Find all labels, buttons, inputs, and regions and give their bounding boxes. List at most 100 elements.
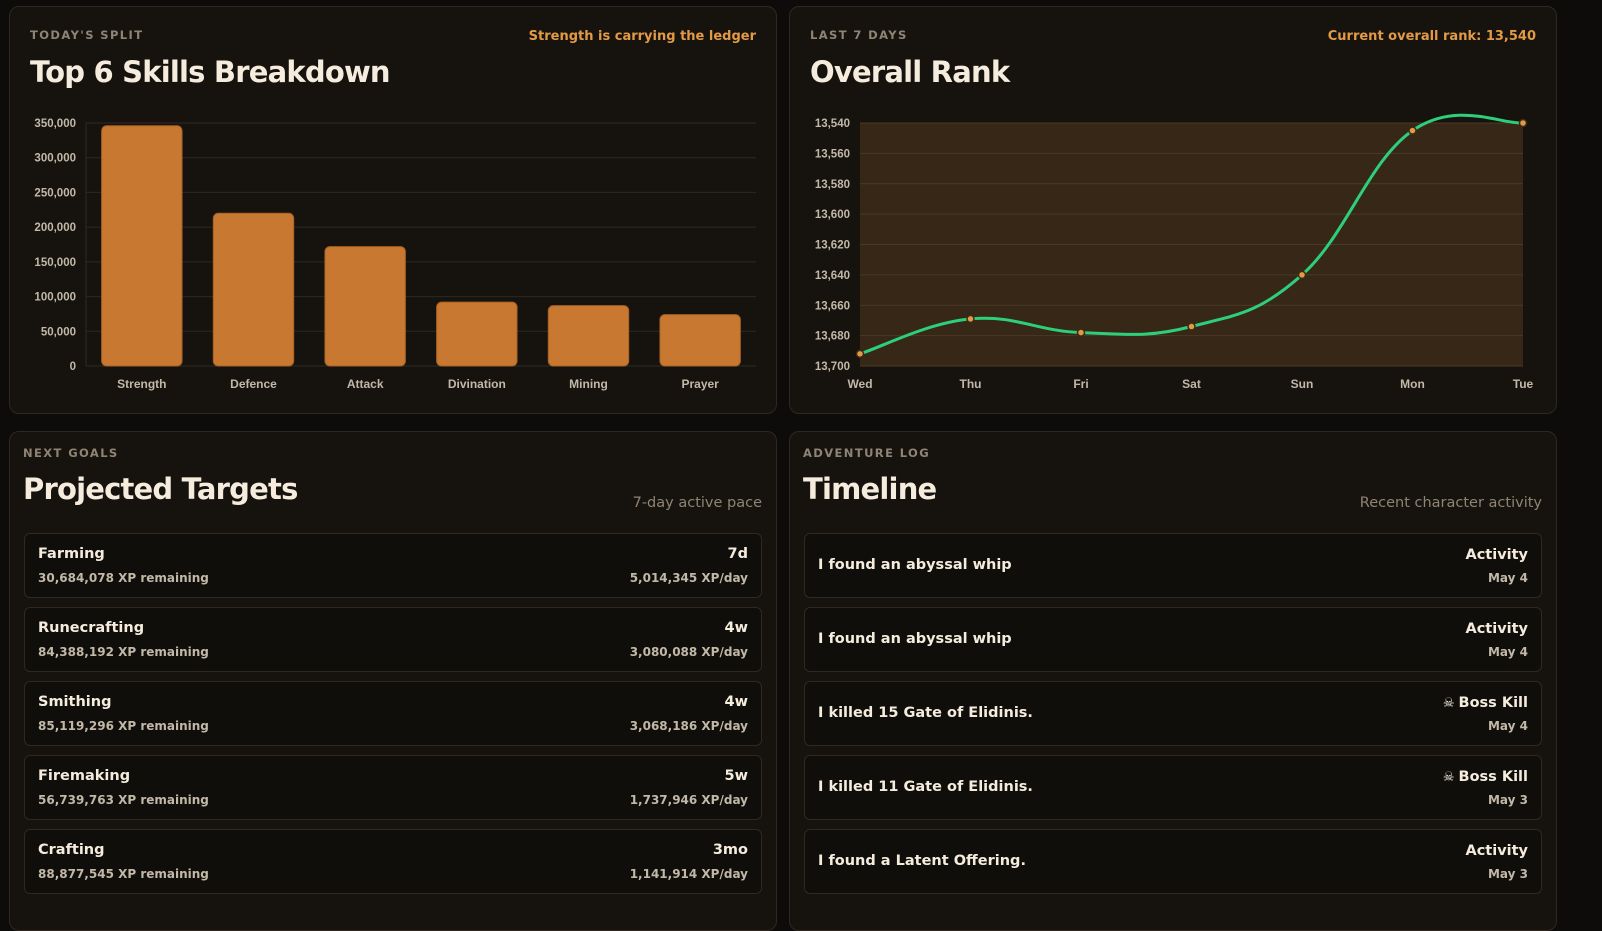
entry-type-label: Boss Kill	[1458, 769, 1528, 785]
x-tick-label: Thu	[960, 377, 982, 391]
target-eta: 4w	[724, 620, 749, 636]
y-tick-label: 13,540	[815, 118, 850, 130]
panel-subtitle: Recent character activity	[1359, 495, 1542, 511]
entry-type: Activity	[1461, 547, 1528, 563]
panel-note: Strength is carrying the ledger	[528, 29, 756, 44]
y-tick-label: 13,620	[815, 240, 850, 252]
target-row[interactable]: Firemaking 56,739,763 XP remaining 5w 1,…	[24, 755, 762, 820]
target-rate: 3,080,088 XP/day	[629, 645, 748, 659]
panel-title: Overall Rank	[810, 55, 1010, 89]
entry-type-label: Boss Kill	[1458, 695, 1528, 711]
target-row[interactable]: Runecrafting 84,388,192 XP remaining 4w …	[24, 607, 762, 672]
panel-eyebrow: LAST 7 DAYS	[810, 28, 908, 42]
entry-date: May 3	[1487, 867, 1528, 881]
target-skill: Firemaking	[38, 768, 131, 784]
skull-icon: ☠	[1442, 770, 1455, 785]
x-tick-label: Fri	[1073, 377, 1088, 391]
entry-type: Activity	[1461, 843, 1528, 859]
target-skill: Runecrafting	[38, 620, 145, 636]
bar	[547, 305, 630, 367]
timeline-entry[interactable]: I killed 11 Gate of Elidinis. ☠ Boss Kill…	[804, 755, 1542, 820]
target-row[interactable]: Smithing 85,119,296 XP remaining 4w 3,06…	[24, 681, 762, 746]
timeline-entry[interactable]: I found an abyssal whip Activity May 4	[804, 533, 1542, 598]
x-tick-label: Wed	[847, 377, 872, 391]
target-row[interactable]: Farming 30,684,078 XP remaining 7d 5,014…	[24, 533, 762, 598]
target-remaining: 85,119,296 XP remaining	[38, 719, 209, 733]
skills-breakdown-panel: TODAY'S SPLIT Top 6 Skills Breakdown Str…	[9, 6, 777, 414]
x-tick-label: Sat	[1182, 377, 1201, 391]
y-tick-label: 150,000	[34, 257, 76, 269]
target-remaining: 88,877,545 XP remaining	[38, 867, 209, 881]
timeline-entry[interactable]: I killed 15 Gate of Elidinis. ☠ Boss Kill…	[804, 681, 1542, 746]
entry-text: I killed 15 Gate of Elidinis.	[818, 705, 1033, 721]
target-eta: 7d	[727, 546, 748, 562]
entry-date: May 4	[1487, 571, 1528, 585]
overall-rank-line-chart: 13,540 13,560 13,580 13,600 13,620 13,640 13,6…	[815, 113, 1534, 391]
x-tick-label: Strength	[117, 377, 166, 391]
bar	[436, 301, 518, 367]
target-remaining: 84,388,192 XP remaining	[38, 645, 209, 659]
overall-rank-panel: LAST 7 DAYS Overall Rank Current overall…	[789, 6, 1557, 414]
target-skill: Farming	[38, 546, 105, 562]
timeline-entry[interactable]: I found an abyssal whip Activity May 4	[804, 607, 1542, 672]
data-point	[966, 314, 975, 324]
data-point	[1297, 270, 1307, 280]
y-tick-label: 13,600	[815, 209, 850, 221]
data-point	[1518, 118, 1528, 128]
x-tick-label: Attack	[347, 377, 384, 391]
bar	[212, 212, 295, 367]
target-rate: 1,141,914 XP/day	[629, 867, 748, 881]
entry-type-label: Activity	[1465, 547, 1528, 563]
y-tick-label: 100,000	[34, 292, 76, 304]
y-tick-label: 300,000	[34, 153, 76, 165]
entry-type: ☠ Boss Kill	[1443, 695, 1528, 711]
panel-eyebrow: ADVENTURE LOG	[803, 446, 931, 460]
target-remaining: 30,684,078 XP remaining	[38, 571, 209, 585]
bar	[101, 125, 183, 367]
entry-date: May 4	[1487, 645, 1528, 659]
entry-text: I killed 11 Gate of Elidinis.	[818, 779, 1033, 795]
x-tick-label: Divination	[448, 377, 506, 391]
target-remaining: 56,739,763 XP remaining	[38, 793, 209, 807]
skills-bar-chart: 0 50,000 100,000 150,000 200,000 250,000 300,0…	[34, 118, 756, 391]
y-tick-label: 13,660	[815, 300, 850, 312]
x-tick-label: Sun	[1291, 377, 1314, 391]
panel-eyebrow: NEXT GOALS	[23, 446, 119, 460]
data-point	[855, 349, 865, 359]
entry-type: ☠ Boss Kill	[1443, 769, 1528, 785]
panel-note: Current overall rank: 13,540	[1327, 29, 1536, 44]
data-point	[1076, 328, 1086, 337]
projected-targets-panel: NEXT GOALS Projected Targets 7-day activ…	[9, 431, 777, 931]
entry-date: May 3	[1487, 793, 1528, 807]
target-row[interactable]: Crafting 88,877,545 XP remaining 3mo 1,1…	[24, 829, 762, 894]
y-tick-label: 13,560	[815, 148, 850, 160]
entry-type-label: Activity	[1465, 621, 1528, 637]
x-tick-label: Tue	[1513, 377, 1534, 391]
bar	[659, 314, 741, 367]
timeline-panel: ADVENTURE LOG Timeline Recent character …	[789, 431, 1557, 931]
panel-title: Projected Targets	[23, 472, 298, 506]
bar	[324, 246, 406, 367]
y-tick-label: 0	[70, 361, 76, 373]
x-tick-label: Defence	[230, 377, 277, 391]
data-point	[1408, 126, 1417, 135]
x-tick-label: Prayer	[681, 377, 719, 391]
entry-type-label: Activity	[1465, 843, 1528, 859]
target-rate: 3,068,186 XP/day	[629, 719, 748, 733]
target-rate: 1,737,946 XP/day	[629, 793, 748, 807]
timeline-entry[interactable]: I found a Latent Offering. Activity May …	[804, 829, 1542, 894]
y-tick-label: 13,580	[815, 179, 850, 191]
entry-text: I found an abyssal whip	[818, 557, 1012, 573]
target-skill: Crafting	[38, 842, 105, 858]
panel-title: Timeline	[803, 472, 937, 506]
entry-text: I found an abyssal whip	[818, 631, 1012, 647]
y-tick-label: 200,000	[34, 222, 76, 234]
y-tick-label: 13,640	[815, 270, 850, 282]
panel-eyebrow: TODAY'S SPLIT	[30, 28, 144, 42]
panel-subtitle: 7-day active pace	[632, 495, 762, 511]
y-tick-label: 350,000	[34, 118, 76, 130]
timeline-list: I found an abyssal whip Activity May 4 I…	[804, 533, 1542, 903]
entry-text: I found a Latent Offering.	[818, 853, 1026, 869]
target-eta: 4w	[724, 694, 749, 710]
y-tick-label: 13,680	[815, 331, 850, 343]
